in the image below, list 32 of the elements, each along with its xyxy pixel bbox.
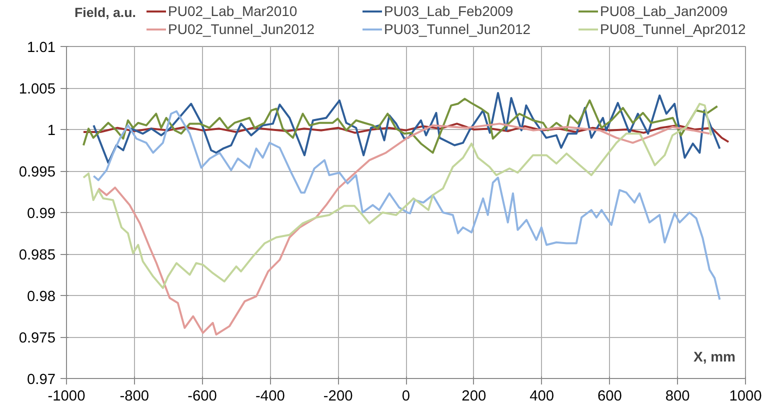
y-tick-label: 0.98 <box>26 289 56 305</box>
x-tick-label: -800 <box>120 388 150 404</box>
legend-label: PU03_Lab_Feb2009 <box>384 3 514 19</box>
x-tick-label: 800 <box>665 388 690 404</box>
x-tick-label: -1000 <box>48 388 86 404</box>
legend-label: PU02_Tunnel_Jun2012 <box>168 21 316 37</box>
y-tick-label: 1 <box>47 123 56 139</box>
line-series <box>82 98 718 154</box>
legend-label: PU02_Lab_Mar2010 <box>168 3 298 19</box>
y-tick-label: 0.975 <box>18 330 56 346</box>
x-tick-label: -200 <box>323 388 353 404</box>
line-series <box>82 122 730 143</box>
y-axis-title: Field, a.u. <box>74 5 136 20</box>
y-tick-label: 1.01 <box>26 40 56 56</box>
line-series <box>92 92 721 164</box>
x-tick-label: 600 <box>597 388 622 404</box>
legend-label: PU03_Tunnel_Jun2012 <box>384 21 532 37</box>
x-tick-label: 400 <box>530 388 554 404</box>
x-tick-label: -400 <box>256 388 285 404</box>
x-tick-label: -600 <box>188 388 217 404</box>
legend-label: PU08_Tunnel_Apr2012 <box>600 21 746 37</box>
y-tick-label: 1.005 <box>18 82 56 98</box>
line-series <box>97 122 711 336</box>
x-tick-label: 0 <box>402 388 410 404</box>
y-tick-label: 0.995 <box>18 164 56 180</box>
x-axis-title: X, mm <box>693 348 736 364</box>
y-tick-label: 0.97 <box>26 372 56 388</box>
x-tick-label: 1000 <box>729 388 762 404</box>
legend-label: PU08_Lab_Jan2009 <box>600 3 729 19</box>
y-tick-label: 0.985 <box>18 248 56 264</box>
y-tick-label: 0.99 <box>26 206 56 222</box>
x-tick-label: 200 <box>462 388 486 404</box>
